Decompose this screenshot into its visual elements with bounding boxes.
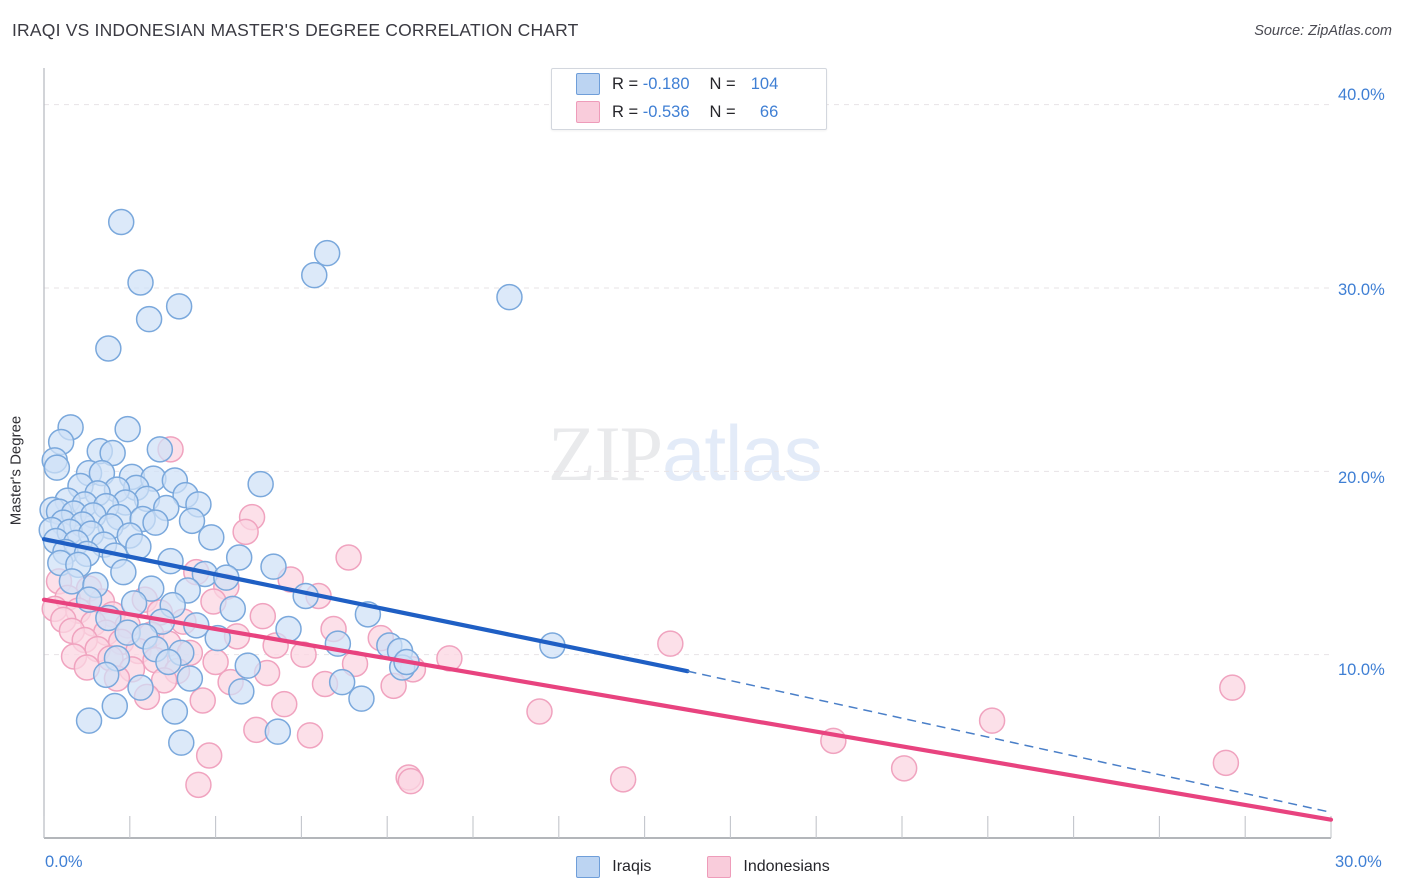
r-value-1: -0.180 <box>642 74 690 93</box>
data-point-indonesian[interactable] <box>609 766 637 793</box>
data-point-indonesian[interactable] <box>1212 749 1240 777</box>
legend-swatch-iraqis <box>576 856 601 878</box>
n-label-1: N = <box>709 74 741 93</box>
legend-label-iraqis: Iraqis <box>612 858 652 875</box>
data-point-iraqi[interactable] <box>225 544 253 571</box>
data-point-iraqi[interactable] <box>92 661 120 689</box>
data-point-indonesian[interactable] <box>335 544 362 571</box>
data-point-iraqi[interactable] <box>101 692 129 720</box>
data-point-iraqi[interactable] <box>198 524 225 551</box>
data-point-iraqi[interactable] <box>313 239 341 267</box>
data-point-iraqi[interactable] <box>275 615 302 643</box>
x-tick-30: 30.0% <box>1335 853 1382 871</box>
data-point-iraqi[interactable] <box>107 208 135 236</box>
x-tick-0: 0.0% <box>45 853 83 871</box>
data-point-iraqi[interactable] <box>142 509 169 536</box>
y-tick-10: 10.0% <box>1338 661 1385 679</box>
data-point-iraqi[interactable] <box>247 470 274 498</box>
data-point-iraqi[interactable] <box>157 547 184 575</box>
data-point-iraqi[interactable] <box>75 707 103 734</box>
data-point-iraqi[interactable] <box>135 305 163 333</box>
stats-text-iraqis: R = -0.180 N = 104 <box>612 75 778 94</box>
r-value-2: -0.536 <box>642 102 690 121</box>
data-point-indonesian[interactable] <box>1219 674 1246 701</box>
data-point-iraqi[interactable] <box>234 652 262 679</box>
page-title: IRAQI VS INDONESIAN MASTER'S DEGREE CORR… <box>12 20 579 40</box>
stats-swatch-indonesians <box>576 101 600 123</box>
data-point-iraqi[interactable] <box>496 283 523 311</box>
data-point-iraqi[interactable] <box>138 575 165 602</box>
data-point-indonesian[interactable] <box>195 742 223 769</box>
trendline-iraqis-projected <box>687 670 1332 814</box>
data-point-iraqi[interactable] <box>219 595 247 623</box>
data-point-iraqi[interactable] <box>127 674 154 701</box>
trendline-iraqis-solid <box>41 537 690 674</box>
data-point-indonesian[interactable] <box>397 767 425 795</box>
data-point-iraqi[interactable] <box>155 648 182 676</box>
stats-swatch-iraqis <box>576 73 600 95</box>
data-point-indonesian[interactable] <box>978 707 1006 734</box>
y-tick-20: 20.0% <box>1338 469 1385 487</box>
y-tick-40: 40.0% <box>1338 86 1385 104</box>
data-point-iraqi[interactable] <box>176 665 204 692</box>
data-point-iraqi[interactable] <box>127 269 154 296</box>
stats-row-iraqis: R = -0.180 N = 104 <box>552 69 826 99</box>
data-point-iraqi[interactable] <box>95 335 122 362</box>
data-point-iraqi[interactable] <box>110 558 137 586</box>
n-value-1: 104 <box>750 74 779 93</box>
correlation-stats-box: R = -0.180 N = 104 R = -0.536 N = 66 <box>551 68 827 130</box>
data-point-indonesian[interactable] <box>296 722 324 749</box>
data-point-iraqi[interactable] <box>168 729 195 756</box>
data-point-iraqi[interactable] <box>161 698 189 725</box>
r-label-1: R = <box>612 74 643 93</box>
data-point-indonesian[interactable] <box>249 602 277 630</box>
data-point-indonesian[interactable] <box>232 518 259 546</box>
data-point-iraqi[interactable] <box>165 293 193 320</box>
data-point-iraqi[interactable] <box>348 685 375 712</box>
data-point-indonesian[interactable] <box>185 771 212 799</box>
data-point-indonesian[interactable] <box>657 630 684 657</box>
n-label-2: N = <box>709 102 741 121</box>
data-point-iraqi[interactable] <box>264 718 292 745</box>
trendline-indonesians <box>41 597 1334 822</box>
legend-item-indonesians[interactable]: Indonesians <box>707 856 830 878</box>
series-legend: Iraqis Indonesians <box>0 850 1406 884</box>
source-attribution: Source: ZipAtlas.com <box>1254 23 1392 39</box>
data-point-iraqi[interactable] <box>178 507 206 535</box>
data-point-indonesian[interactable] <box>526 698 553 725</box>
r-label-2: R = <box>612 102 643 121</box>
data-point-iraqi[interactable] <box>114 415 141 443</box>
data-point-iraqi[interactable] <box>301 261 328 289</box>
data-point-iraqi[interactable] <box>328 668 356 696</box>
stats-text-indonesians: R = -0.536 N = 66 <box>612 103 778 122</box>
data-point-iraqi[interactable] <box>228 678 255 705</box>
data-point-iraqi[interactable] <box>146 436 174 463</box>
n-value-2: 66 <box>759 102 779 121</box>
stats-row-indonesians: R = -0.536 N = 66 <box>552 97 826 127</box>
legend-label-indonesians: Indonesians <box>743 858 830 875</box>
legend-item-iraqis[interactable]: Iraqis <box>576 856 651 878</box>
data-point-iraqi[interactable] <box>260 553 287 580</box>
legend-swatch-indonesians <box>707 856 732 878</box>
data-point-indonesian[interactable] <box>189 687 216 714</box>
data-point-indonesian[interactable] <box>270 690 298 718</box>
y-tick-30: 30.0% <box>1338 281 1385 299</box>
data-point-iraqi[interactable] <box>43 454 71 481</box>
data-point-indonesian[interactable] <box>890 755 918 782</box>
